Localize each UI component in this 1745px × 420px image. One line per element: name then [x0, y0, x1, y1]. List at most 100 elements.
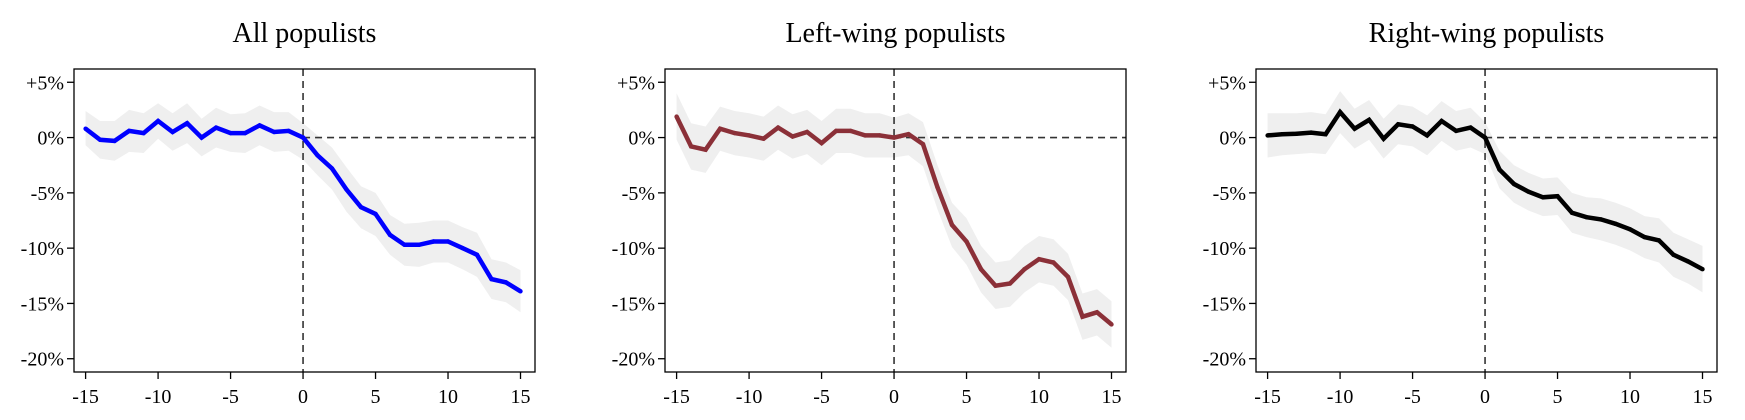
data-point	[300, 135, 306, 140]
data-point	[141, 130, 146, 136]
data-point	[964, 239, 969, 244]
x-tick-label: 0	[889, 386, 899, 408]
x-tick-label: 15	[1693, 386, 1713, 408]
data-point	[112, 138, 117, 144]
data-point	[155, 118, 161, 124]
data-point	[1569, 210, 1575, 215]
data-point	[920, 142, 926, 147]
data-point	[848, 128, 853, 134]
data-point	[416, 242, 422, 247]
data-point	[993, 283, 998, 288]
data-point	[1294, 131, 1299, 136]
data-point	[804, 129, 810, 135]
data-point	[688, 144, 694, 149]
data-point	[1308, 130, 1314, 135]
data-point	[1424, 133, 1430, 138]
data-point	[1109, 322, 1114, 327]
chart-title: All populists	[233, 18, 377, 49]
data-point	[891, 135, 897, 140]
data-point	[242, 130, 248, 136]
data-point	[1584, 215, 1589, 220]
x-tick-label: -10	[736, 386, 763, 408]
data-point	[431, 239, 436, 244]
y-tick-label: -5%	[31, 183, 64, 205]
data-point	[228, 130, 233, 136]
data-point	[732, 130, 737, 136]
data-point	[1022, 267, 1027, 272]
data-point	[1482, 135, 1488, 140]
data-point	[833, 128, 839, 134]
data-point	[344, 187, 349, 192]
x-tick-label: -5	[813, 386, 830, 408]
data-point	[1007, 281, 1013, 286]
y-tick-label: -20%	[1203, 349, 1246, 371]
y-tick-label: -15%	[1203, 293, 1246, 315]
chart-title: Left-wing populists	[785, 18, 1005, 49]
data-point	[1540, 195, 1546, 200]
data-point	[503, 280, 509, 285]
data-point	[358, 205, 364, 210]
data-point	[518, 289, 523, 294]
data-point	[1337, 109, 1343, 115]
confidence-band	[1267, 91, 1703, 293]
y-tick-label: -5%	[1213, 183, 1246, 205]
x-tick-label: 10	[438, 386, 458, 408]
data-point	[1453, 128, 1459, 134]
y-tick-label: -10%	[612, 238, 655, 260]
y-tick-label: -10%	[1203, 238, 1246, 260]
chart-panel-3: +5% 0% -5% -10% -15% -20% -15 -10 -5 0 5 10 15 Right-…	[1203, 18, 1718, 408]
x-tick-label: 0	[298, 386, 308, 408]
data-point	[1279, 132, 1285, 137]
plot-frame	[73, 68, 536, 373]
data-point	[790, 134, 795, 139]
data-point	[775, 125, 781, 130]
data-point	[474, 252, 480, 257]
y-tick-label: -20%	[21, 349, 64, 371]
data-point	[1323, 132, 1328, 137]
data-point	[83, 126, 88, 131]
data-point	[1381, 136, 1386, 141]
y-tick-label: +5%	[26, 72, 64, 94]
x-tick-label: -5	[1404, 386, 1421, 408]
x-tick-label: 5	[371, 386, 381, 408]
data-point	[315, 153, 320, 158]
confidence-band	[85, 103, 521, 313]
data-point	[1265, 133, 1270, 138]
data-point	[935, 185, 940, 190]
data-point	[402, 242, 407, 247]
data-point	[257, 123, 262, 128]
chart-title: Right-wing populists	[1369, 18, 1605, 49]
data-point	[1627, 227, 1633, 232]
data-point	[717, 126, 723, 131]
data-point	[1656, 238, 1662, 243]
data-point	[949, 222, 955, 228]
y-tick-label: -15%	[612, 293, 655, 315]
x-tick-label: -10	[145, 386, 172, 408]
data-point	[170, 129, 175, 135]
x-tick-label: 5	[1553, 386, 1563, 408]
data-point	[387, 232, 393, 238]
x-tick-label: -10	[1327, 386, 1354, 408]
data-point	[978, 267, 984, 272]
x-tick-label: 10	[1029, 386, 1049, 408]
data-point	[862, 133, 868, 138]
chart-panel-1: +5% 0% -5% -10% -15% -20% -15 -10 -5 0 5 10 15 All po…	[21, 18, 536, 408]
y-tick-label: +5%	[1208, 72, 1246, 94]
data-point	[1094, 310, 1100, 315]
y-tick-label: -15%	[21, 293, 64, 315]
data-point	[286, 128, 291, 134]
plot-frame	[1255, 68, 1718, 373]
data-point	[1497, 167, 1502, 172]
data-point	[1642, 234, 1647, 240]
y-tick-label: -20%	[612, 349, 655, 371]
data-point	[1700, 267, 1705, 272]
data-point	[1511, 181, 1517, 187]
chart-panel-2: +5% 0% -5% -10% -15% -20% -15 -10 -5 0 5 10 15 Left-w…	[612, 18, 1127, 408]
y-tick-label: +5%	[617, 72, 655, 94]
data-point	[329, 166, 335, 171]
data-point	[819, 140, 824, 146]
x-tick-label: -15	[72, 386, 99, 408]
data-point	[373, 211, 378, 217]
data-point	[460, 245, 465, 251]
